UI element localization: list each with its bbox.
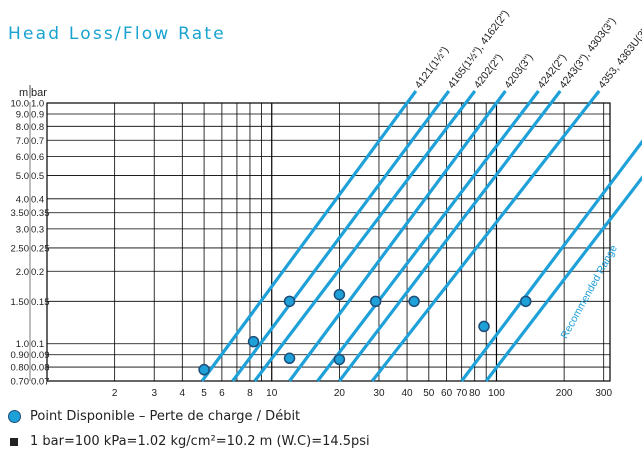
data-point: [198, 363, 210, 376]
y-tick-label-m: 9.0: [16, 110, 29, 121]
y-tick-label-bar: 0.6: [31, 152, 44, 163]
head-loss-chart: 0.70 0.070.80 0.080.90 0.091.0 0.11.50 0.152.…: [11, 8, 642, 399]
y-tick-label-m: 1.50: [11, 297, 30, 308]
series-line: [460, 139, 642, 382]
y-tick-label-m: 0.70: [11, 377, 30, 388]
x-tick-label: 70: [456, 388, 468, 399]
y-tick-label-m: 7.0: [16, 136, 29, 147]
legend-point-disponible: Point Disponible – Perte de charge / Déb…: [8, 409, 300, 424]
y-tick-label-bar: 0.8: [31, 122, 44, 133]
y-tick-label-bar: 0.15: [31, 297, 50, 308]
y-tick-label-bar: 0.08: [31, 363, 50, 374]
series-line: [253, 90, 477, 382]
x-tick-label: 4: [180, 388, 186, 399]
y-tick-label-bar: 0.07: [31, 377, 50, 388]
y-tick-label-m: 2.50: [11, 243, 30, 254]
y-tick-label-bar: 0.25: [31, 243, 50, 254]
x-tick-label: 5: [201, 388, 207, 399]
data-point: [247, 335, 260, 348]
data-point: [283, 295, 296, 308]
series-line: [484, 175, 642, 382]
plot-frame: [46, 102, 611, 382]
y-tick-label-m: 4.0: [16, 194, 29, 205]
series-line: [316, 90, 540, 382]
x-tick-label: 3: [151, 388, 157, 399]
x-tick-label: 6: [219, 388, 225, 399]
data-point: [333, 288, 346, 301]
legend-point-text: Point Disponible – Perte de charge / Déb…: [30, 409, 301, 424]
series-label: 4203(3"): [502, 52, 535, 91]
y-axis-label-bar: bar: [31, 87, 47, 99]
x-tick-label: 100: [488, 388, 505, 399]
series-line: [338, 90, 562, 382]
y-tick-label-bar: 1.0: [31, 99, 44, 110]
y-tick-label-bar: 0.7: [31, 136, 44, 147]
point-marker-icon: [8, 410, 21, 423]
data-point: [333, 353, 346, 366]
y-tick-label-m: 0.80: [11, 363, 30, 374]
series-line: [200, 90, 418, 382]
x-tick-label: 200: [556, 388, 573, 399]
x-tick-label: 40: [401, 388, 413, 399]
x-tick-label: 300: [595, 388, 612, 399]
y-tick-label-bar: 0.5: [31, 171, 44, 182]
data-point: [283, 352, 296, 365]
y-tick-label-bar: 0.2: [31, 267, 44, 278]
y-tick-label-m: 2.0: [16, 267, 29, 278]
data-point: [478, 320, 490, 333]
y-tick-label-m: 6.0: [16, 152, 29, 163]
y-tick-label-m: 3.0: [16, 224, 29, 235]
y-tick-label-m: 8.0: [16, 122, 29, 133]
data-point: [520, 295, 532, 308]
y-tick-label-bar: 0.3: [31, 224, 44, 235]
legend-conversion: 1 bar=100 kPa=1.02 kg/cm²=10.2 m (W.C)=1…: [8, 434, 370, 449]
series-line: [288, 90, 507, 382]
y-tick-label-bar: 0.09: [31, 350, 50, 361]
x-tick-label: 30: [373, 388, 385, 399]
x-tick-label: 20: [334, 388, 346, 399]
chart-title: Head Loss/Flow Rate: [8, 24, 226, 44]
y-tick-label-m: 3.50: [11, 208, 30, 219]
data-point: [369, 295, 382, 308]
x-tick-label: 60: [441, 388, 453, 399]
x-tick-label: 8: [247, 388, 253, 399]
y-tick-label-m: 5.0: [16, 171, 29, 182]
y-tick-label-bar: 0.9: [31, 110, 44, 121]
y-tick-label-bar: 0.4: [31, 194, 44, 205]
x-tick-label: 10: [266, 388, 278, 399]
legend-conversion-text: 1 bar=100 kPa=1.02 kg/cm²=10.2 m (W.C)=1…: [30, 434, 370, 449]
series-line: [370, 90, 601, 382]
y-tick-label-bar: 0.35: [31, 208, 50, 219]
y-tick-label-m: 10.0: [11, 99, 30, 110]
y-tick-label-bar: 0.1: [31, 339, 44, 350]
data-point: [408, 295, 420, 308]
square-bullet-icon: [10, 437, 18, 446]
x-tick-label: 80: [469, 388, 481, 399]
y-tick-label-m: 1.0: [16, 339, 29, 350]
y-axis-label-m: m: [19, 87, 28, 99]
series-line: [231, 90, 451, 382]
annotation-recommended-range: Recommended Range: [558, 243, 620, 341]
x-tick-label: 2: [112, 388, 118, 399]
x-tick-label: 50: [423, 388, 435, 399]
y-tick-label-m: 0.90: [11, 350, 30, 361]
